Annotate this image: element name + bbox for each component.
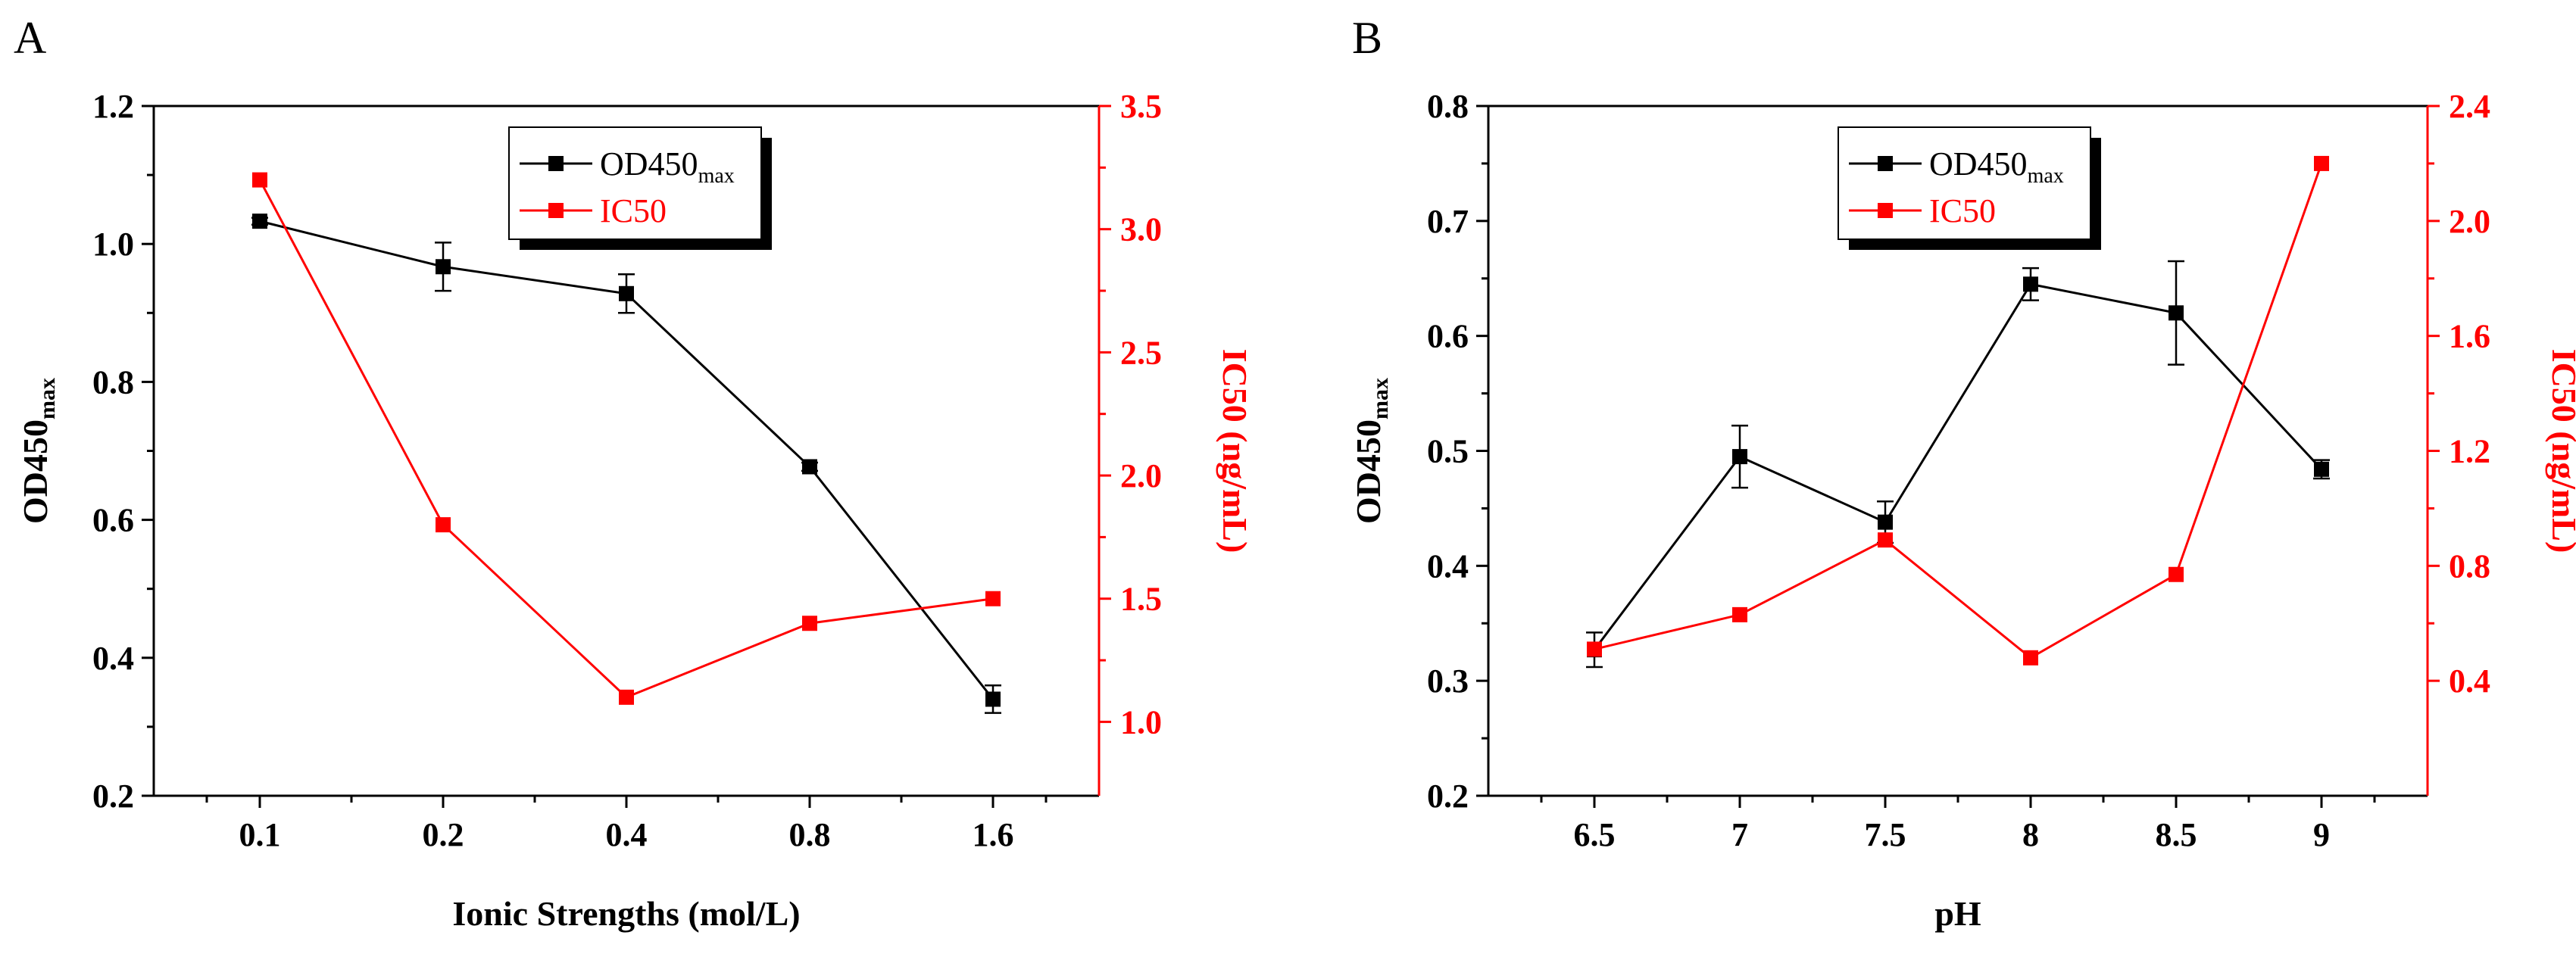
legend-label-base: OD450 xyxy=(1929,145,2028,182)
chart-panel-b: B 0.2 0.3 0.4 0.5 0.6 0.7 0.8 0.4 0.8 1.2 1.6 2.0 2.4… xyxy=(1349,13,2576,933)
y-tick-label: 0.4 xyxy=(1427,547,1469,585)
data-point xyxy=(2314,155,2329,171)
legend-box xyxy=(1838,126,2091,240)
x-tick-label: 8 xyxy=(2022,816,2039,853)
y2-tick-label: 0.8 xyxy=(2449,547,2490,585)
legend-label-base: OD450 xyxy=(600,145,698,182)
data-point xyxy=(1732,606,1747,622)
data-point xyxy=(619,285,634,301)
y2-tick-label: 0.4 xyxy=(2449,662,2490,700)
legend-swatch-marker xyxy=(548,156,564,171)
x-tick-label: 8.5 xyxy=(2156,816,2197,853)
legend-swatch-marker xyxy=(548,203,564,218)
y-tick-label: 0.2 xyxy=(92,778,134,815)
data-point xyxy=(802,616,817,631)
y-tick-label: 0.8 xyxy=(92,363,134,401)
y-axis-title-base: OD450 xyxy=(16,419,55,524)
data-point xyxy=(2314,461,2329,477)
y2-tick-label: 1.5 xyxy=(1120,581,1162,618)
y2-axis-title: IC50 (ng/mL) xyxy=(2545,349,2576,553)
series-line xyxy=(1593,282,2323,651)
series-od450 xyxy=(251,214,1001,714)
legend: OD450max IC50 xyxy=(1838,126,2101,250)
legend-swatch-marker xyxy=(1878,156,1893,171)
data-point xyxy=(1878,532,1893,548)
y-axis-title: OD450max xyxy=(1349,378,1393,524)
y-tick-label: 1.0 xyxy=(92,226,134,263)
data-point xyxy=(802,459,817,475)
data-point xyxy=(619,689,634,705)
legend-label-base: IC50 xyxy=(1929,192,1996,229)
y2-tick-label: 1.2 xyxy=(2449,433,2490,470)
data-point xyxy=(1587,641,1602,657)
data-point xyxy=(2169,305,2184,321)
x-tick-label: 0.1 xyxy=(239,816,281,853)
y-tick-label: 0.7 xyxy=(1427,203,1469,240)
y-tick-label: 0.8 xyxy=(1427,88,1469,125)
x-tick-label: 7 xyxy=(1731,816,1748,853)
series-ic50 xyxy=(1587,155,2329,666)
y-axis-title: OD450max xyxy=(16,378,60,524)
y-axis-title-sub: max xyxy=(1368,378,1393,419)
legend-label-sub: max xyxy=(698,164,735,188)
y-tick-label: 0.6 xyxy=(1427,318,1469,355)
y2-axis-title: IC50 (ng/mL) xyxy=(1216,349,1254,553)
series-ic50 xyxy=(252,172,1001,705)
x-tick-label: 0.2 xyxy=(423,816,464,853)
x-axis-title: Ionic Strengths (mol/L) xyxy=(452,894,800,933)
y2-tick-label: 2.0 xyxy=(1120,457,1162,494)
legend-label: OD450max xyxy=(600,145,735,188)
panel-letter: A xyxy=(14,13,46,63)
y2-tick-label: 2.5 xyxy=(1120,334,1162,371)
x-axis-title: pH xyxy=(1934,894,1981,933)
y-tick-label: 0.6 xyxy=(92,502,134,539)
data-point xyxy=(2023,650,2038,666)
y2-tick-label: 1.0 xyxy=(1120,703,1162,740)
legend-label-base: IC50 xyxy=(600,192,667,229)
legend-label: OD450max xyxy=(1929,145,2064,188)
data-point xyxy=(1878,514,1893,530)
y-tick-label: 1.2 xyxy=(92,88,134,125)
x-tick-label: 0.8 xyxy=(789,816,831,853)
data-point xyxy=(2169,566,2184,582)
series-line xyxy=(1594,163,2323,659)
x-tick-label: 9 xyxy=(2313,816,2330,853)
data-point xyxy=(2023,276,2038,292)
data-point xyxy=(1732,449,1747,465)
data-point xyxy=(436,517,451,533)
x-tick-label: 0.4 xyxy=(606,816,648,853)
data-point xyxy=(252,214,267,229)
data-point xyxy=(985,591,1001,606)
legend-label-sub: max xyxy=(2028,164,2064,188)
legend-box xyxy=(508,126,762,240)
y-tick-label: 0.5 xyxy=(1427,433,1469,470)
y-axis-title-sub: max xyxy=(35,378,60,419)
y2-tick-label: 3.0 xyxy=(1120,211,1162,248)
y2-tick-label: 1.6 xyxy=(2449,318,2490,355)
y2-tick-label: 3.5 xyxy=(1120,88,1162,125)
y-tick-label: 0.3 xyxy=(1427,662,1469,700)
y2-tick-label: 2.0 xyxy=(2449,203,2490,240)
legend-label: IC50 xyxy=(1929,192,1996,229)
data-point xyxy=(436,259,451,275)
data-point xyxy=(985,691,1001,707)
x-tick-label: 6.5 xyxy=(1574,816,1616,853)
y2-tick-label: 2.4 xyxy=(2449,88,2490,125)
chart-panel-a: A 0.2 0.4 0.6 0.8 1.0 1.2 1.0 1.5 2.0 2.5 3.0 3.5 0.1… xyxy=(14,13,1254,933)
y-axis-title-base: OD450 xyxy=(1349,419,1388,524)
x-tick-label: 1.6 xyxy=(973,816,1014,853)
legend-label: IC50 xyxy=(600,192,667,229)
data-point xyxy=(252,172,267,188)
y-tick-label: 0.4 xyxy=(92,640,134,677)
x-tick-label: 7.5 xyxy=(1865,816,1906,853)
panel-letter: B xyxy=(1352,13,1382,63)
legend-swatch-marker xyxy=(1878,203,1893,218)
y-tick-label: 0.2 xyxy=(1427,778,1469,815)
legend: OD450max IC50 xyxy=(508,126,772,250)
